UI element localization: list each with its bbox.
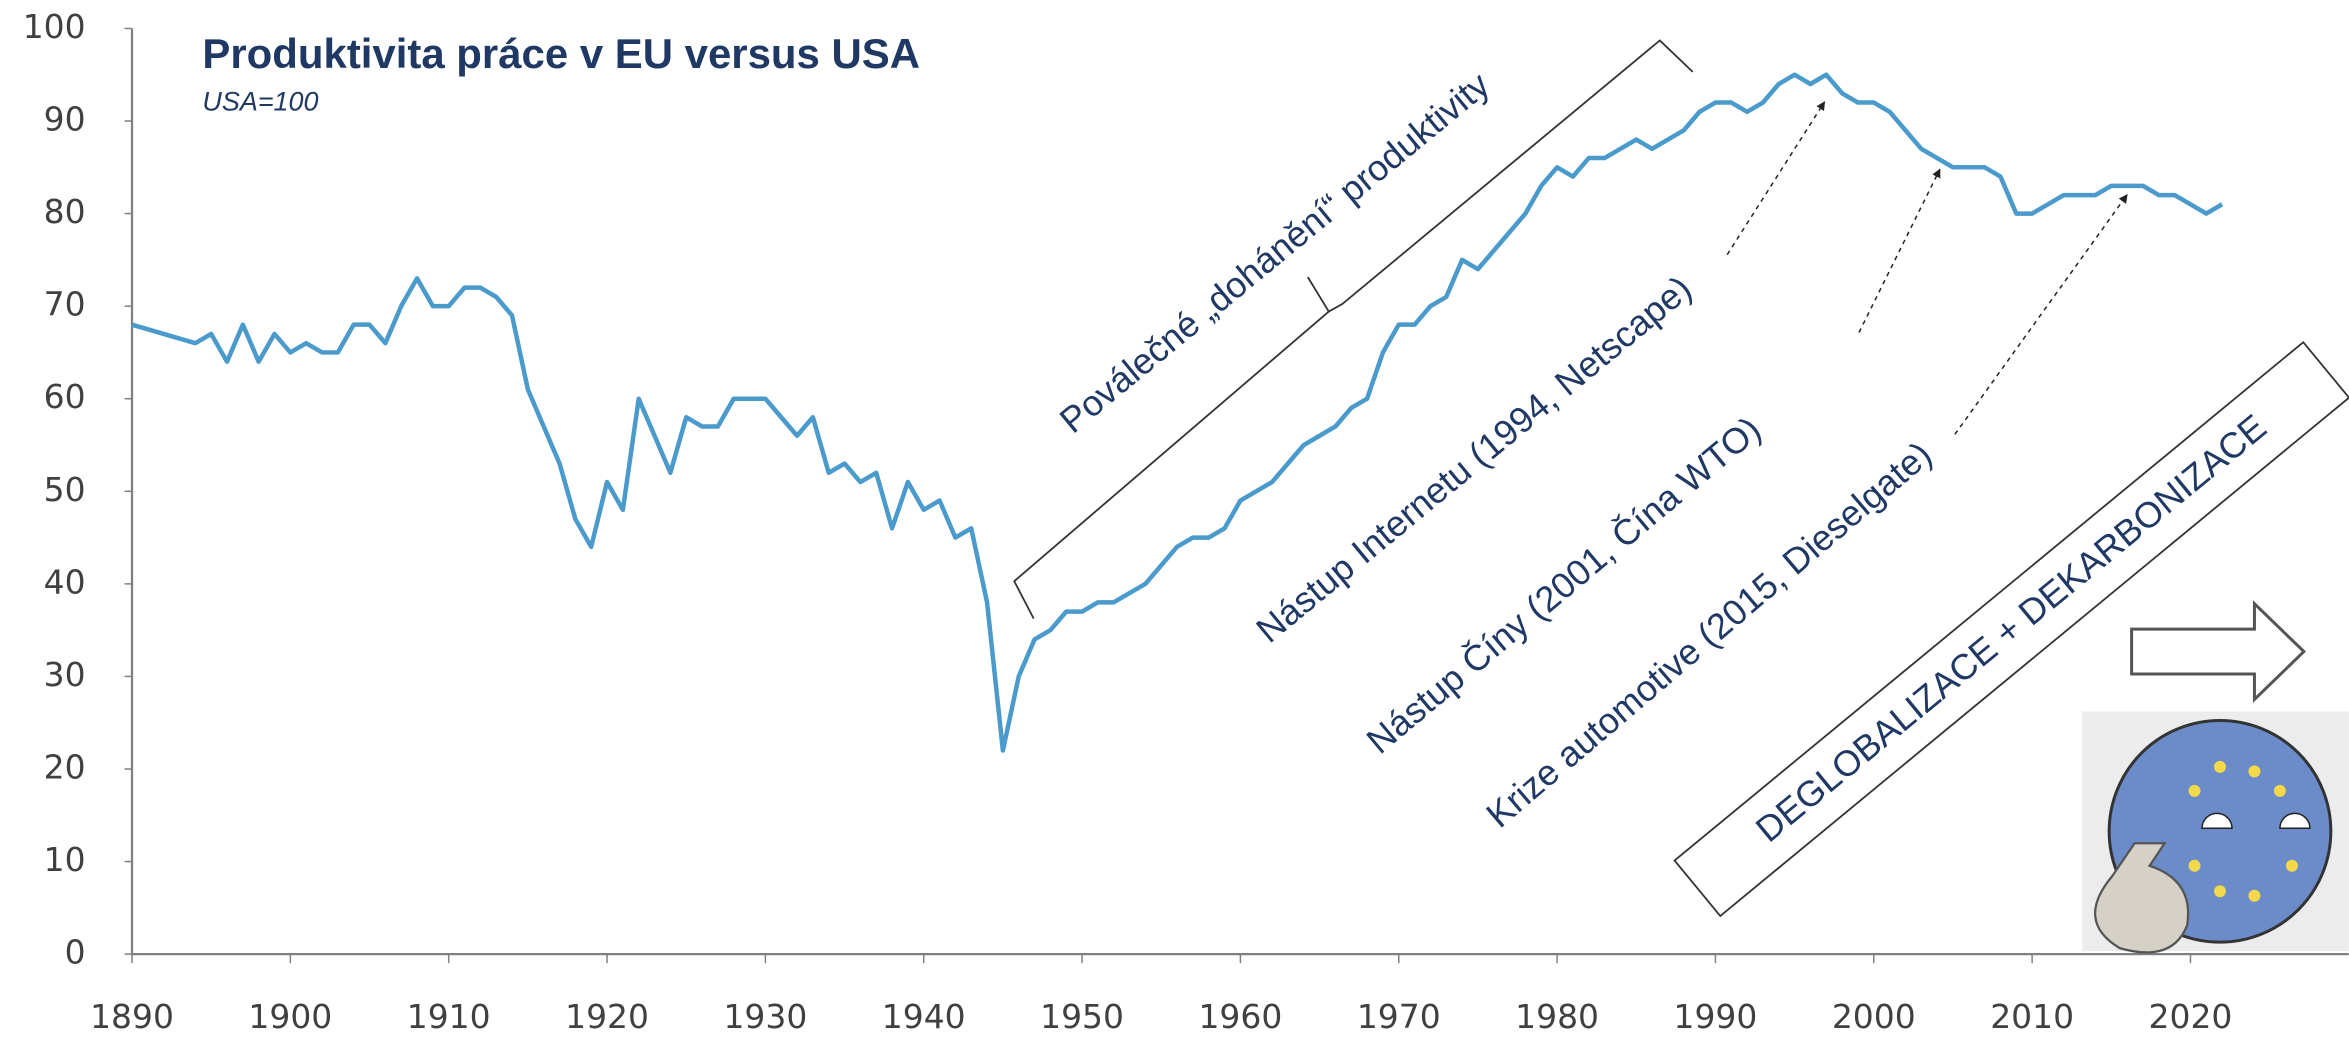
- x-tick-label: 1950: [1040, 997, 1124, 1036]
- x-tick-label: 2010: [1990, 997, 2074, 1036]
- x-tick-label: 2000: [1832, 997, 1916, 1036]
- x-tick-label: 1990: [1674, 997, 1758, 1036]
- x-tick-label: 1940: [882, 997, 966, 1036]
- y-tick-label: 10: [44, 840, 86, 879]
- arrow: [1954, 193, 2128, 435]
- x-tick-label: 1890: [90, 997, 174, 1036]
- y-tick-label: 40: [44, 562, 86, 601]
- x-tick-label: 1960: [1198, 997, 1282, 1036]
- x-tick-label: 1980: [1515, 997, 1599, 1036]
- arrow: [1858, 168, 1941, 333]
- annotation: Poválečné „dohánění“ produktivity: [1052, 64, 1497, 441]
- y-tick-label: 0: [65, 933, 86, 972]
- x-tick-label: 1930: [723, 997, 807, 1036]
- y-tick-label: 60: [44, 377, 86, 416]
- money-bag: [2094, 842, 2190, 954]
- annotation: Nástup Internetu (1994, Netscape): [1248, 267, 1699, 650]
- chart-title: Produktivita práce v EU versus USA: [202, 30, 920, 77]
- y-tick-label: 100: [23, 7, 86, 46]
- x-tick-label: 1970: [1357, 997, 1441, 1036]
- arrow-shape: [2130, 600, 2307, 704]
- bracket: [1013, 39, 1694, 620]
- arrow: [1726, 101, 1826, 256]
- stars: [2188, 760, 2298, 902]
- y-tick-label: 20: [44, 747, 86, 786]
- chart-subtitle: USA=100: [202, 86, 318, 116]
- x-tick-label: 1900: [248, 997, 332, 1036]
- axes: 0 10 20 30 40 50 60 70 80 90 100 1890 1900 1910 1920 19…: [23, 7, 2349, 1036]
- x-tick-label: 1910: [407, 997, 491, 1036]
- box: [1673, 340, 2349, 918]
- y-tick-label: 70: [44, 285, 86, 324]
- y-tick-label: 90: [44, 100, 86, 139]
- x-tick-label: 1920: [565, 997, 649, 1036]
- annotation: Nástup Číny (2001, Čína WTO): [1359, 408, 1769, 761]
- y-tick-label: 30: [44, 655, 86, 694]
- y-tick-label: 80: [44, 192, 86, 231]
- x-tick-label: 2020: [2149, 997, 2233, 1036]
- data-line: [131, 72, 2224, 753]
- y-tick-label: 50: [44, 470, 86, 509]
- countryball: [2082, 711, 2349, 954]
- eyes: [2201, 812, 2311, 830]
